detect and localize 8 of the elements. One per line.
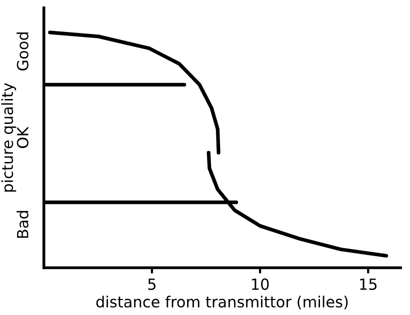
x-tick-label: 15: [360, 278, 377, 290]
x-axis-title: distance from transmittor (miles): [96, 296, 348, 310]
y-axis-title: picture quality: [1, 83, 16, 192]
x-tick-label: 5: [148, 278, 156, 290]
x-tick-label: 10: [252, 278, 269, 290]
text: Good: [16, 32, 28, 70]
text: Bad: [16, 211, 28, 238]
text: OK: [16, 126, 28, 148]
